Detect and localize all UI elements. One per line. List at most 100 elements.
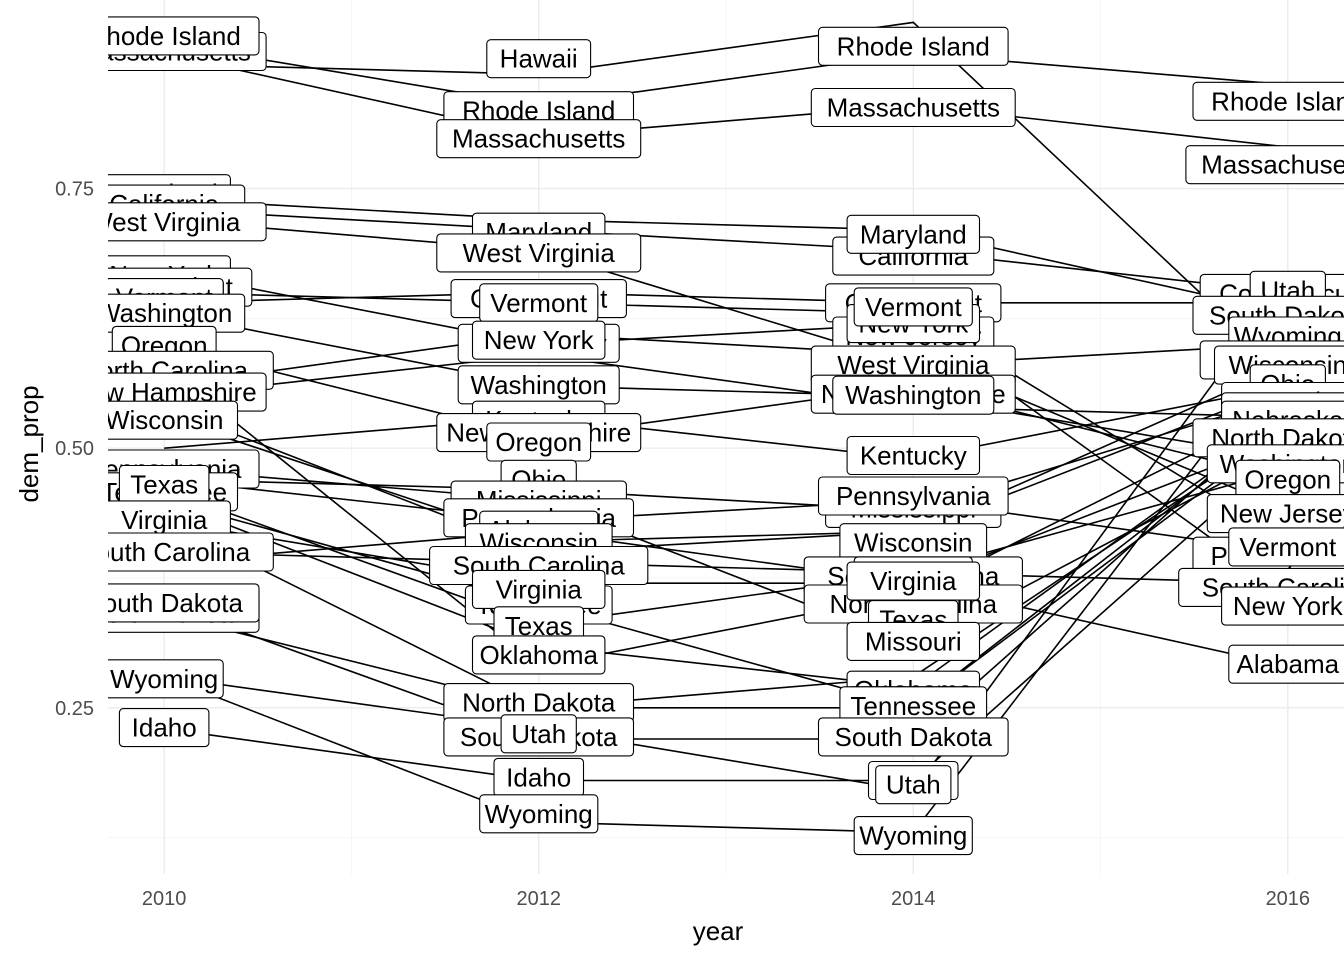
point-label: Washington — [96, 293, 246, 333]
y-tick-label: 0.25 — [55, 698, 94, 720]
series-line — [164, 530, 1288, 668]
point-label-text: Massachusetts — [827, 93, 1000, 123]
point-label-box — [1228, 644, 1344, 684]
point-label: New York — [1221, 586, 1344, 626]
x-axis-title: year — [693, 916, 744, 946]
point-label-text: Missouri — [865, 626, 962, 656]
series-lines — [163, 21, 1289, 834]
point-label-box — [108, 202, 267, 242]
y-axis-title: dem_prop — [14, 385, 44, 502]
point-label: Massachusetts — [810, 87, 1016, 128]
point-label-text: Rhode Island — [837, 31, 990, 61]
point-label-text: Utah — [511, 719, 566, 749]
point-label-box — [108, 659, 224, 699]
series-line — [163, 416, 1289, 688]
series-line — [163, 406, 1289, 740]
point-label: Idaho — [118, 708, 210, 748]
point-label: South Dakota — [108, 583, 260, 623]
point-label: Alabama — [1228, 644, 1344, 684]
point-label: New Jersey — [1206, 494, 1344, 534]
point-label: Wyoming — [853, 816, 973, 856]
point-label: West Virginia — [436, 233, 642, 273]
point-label: Missouri — [846, 621, 981, 661]
x-tick-label: 2016 — [1266, 888, 1311, 910]
series-line — [164, 551, 1288, 584]
point-label: Rhode Island — [1192, 81, 1344, 121]
x-tick-label: 2010 — [142, 888, 187, 910]
series-line — [164, 385, 1288, 460]
series-line — [164, 312, 1288, 460]
point-label: Maryland — [846, 214, 981, 254]
point-label-box — [486, 39, 592, 79]
series-line — [164, 281, 1289, 792]
point-label-box — [846, 621, 981, 661]
point-label: Virginia — [108, 500, 231, 540]
point-label-box — [108, 532, 274, 572]
point-label-text: New Jersey — [1220, 499, 1344, 529]
point-label: Oklahoma — [471, 635, 606, 675]
point-label-text: Wisconsin — [854, 528, 972, 558]
point-label-text: Tennessee — [850, 691, 976, 721]
point-label: Tennessee — [839, 686, 988, 726]
point-label: Washington — [457, 365, 620, 405]
point-label-text: Idaho — [132, 713, 197, 743]
point-label-box — [846, 214, 981, 254]
point-label: Virginia — [846, 561, 981, 601]
y-tick-label: 0.50 — [55, 438, 94, 460]
point-label-text: West Virginia — [88, 207, 241, 237]
series-line — [164, 291, 1288, 304]
point-labels: Massachusetts Rhode Island Hawaii Rhode Isl… — [78, 16, 1344, 856]
point-label: Vermont — [479, 283, 599, 323]
point-label-text: Hawaii — [500, 44, 578, 74]
point-label-text: Virginia — [496, 574, 583, 604]
point-label-box — [479, 794, 599, 834]
series-line — [164, 447, 1289, 647]
point-label-text: North Dakota — [462, 688, 616, 718]
point-label-box — [436, 119, 642, 159]
point-label: Utah — [500, 714, 577, 754]
point-label-text: South Carolina — [78, 537, 251, 567]
point-label: Hawaii — [486, 39, 592, 79]
point-label-text: Kentucky — [860, 441, 967, 471]
point-label-box — [108, 583, 260, 623]
point-label: Vermont — [853, 287, 973, 327]
point-label-text: Utah — [886, 770, 941, 800]
point-label-text: Virginia — [870, 566, 957, 596]
point-label: Oregon — [1235, 459, 1341, 499]
series-line — [164, 333, 1289, 512]
point-label-box — [832, 375, 995, 415]
point-label-text: Oregon — [495, 427, 582, 457]
point-label-text: Oregon — [1244, 464, 1331, 494]
point-label: Washington — [832, 375, 995, 415]
point-label: Massachusetts — [436, 119, 642, 159]
point-label: South Carolina — [78, 532, 274, 572]
point-label: Wyoming — [479, 794, 599, 834]
point-label-box — [817, 717, 1009, 757]
point-label-text: Rhode Island — [1211, 86, 1344, 116]
point-label: Wisconsin — [105, 400, 239, 440]
point-label-text: Wyoming — [485, 799, 593, 829]
point-label-text: Oklahoma — [479, 640, 598, 670]
point-label-text: Rhode Island — [88, 21, 241, 51]
point-label-box — [1221, 586, 1344, 626]
point-label-text: Washington — [96, 298, 232, 328]
series-line — [164, 52, 1288, 148]
point-label-text: New York — [484, 325, 595, 355]
point-label-box — [1192, 81, 1344, 121]
point-label: Vermont — [1228, 527, 1344, 567]
point-label-text: West Virginia — [463, 238, 616, 268]
point-label-text: Wyoming — [110, 664, 218, 694]
point-label-text: Pennsylvania — [836, 481, 991, 511]
series-line — [164, 437, 1289, 585]
series-line — [164, 42, 1288, 107]
series-line — [164, 353, 1288, 418]
point-label: Kentucky — [846, 435, 981, 476]
point-label-text: Texas — [130, 470, 198, 500]
series-line — [164, 21, 1289, 377]
x-tick-label: 2014 — [891, 888, 936, 910]
point-label-text: Vermont — [490, 288, 588, 318]
point-label-text: Maryland — [860, 219, 967, 249]
point-label-text: Wisconsin — [105, 405, 223, 435]
point-label-box — [500, 714, 577, 754]
series-line — [164, 478, 1288, 553]
